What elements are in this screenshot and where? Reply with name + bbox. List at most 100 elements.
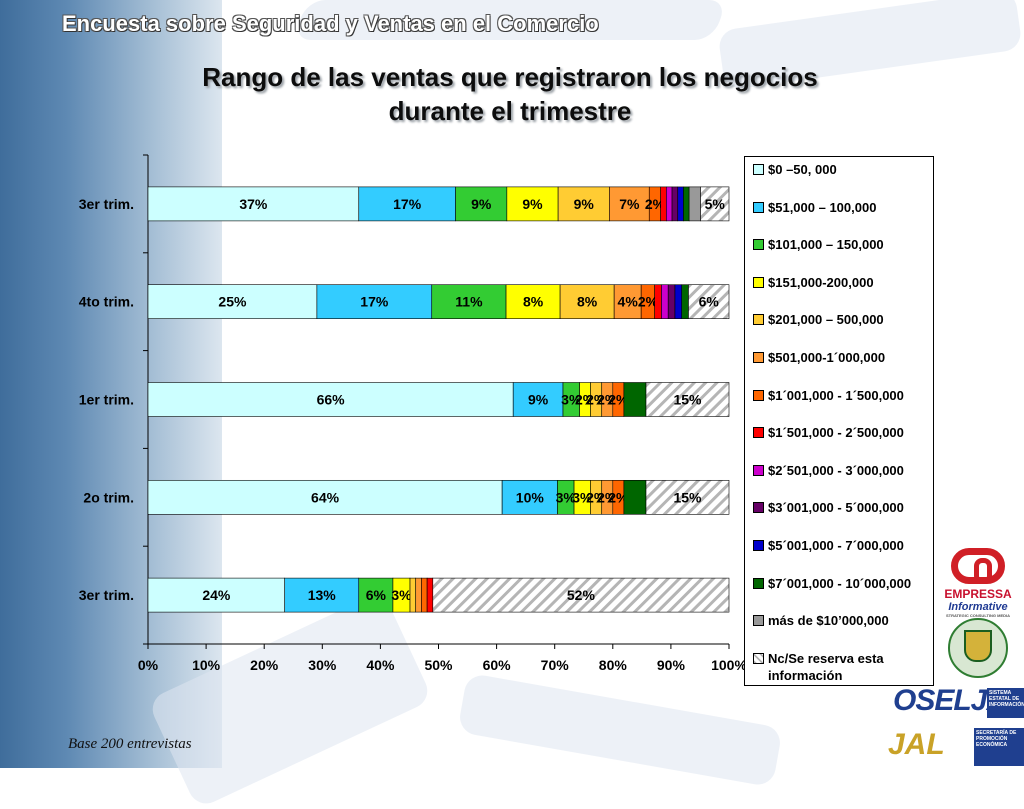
data-label: 9% — [522, 196, 543, 212]
legend-item: $501,000-1´000,000 — [753, 349, 933, 366]
data-label: 3% — [561, 392, 582, 408]
legend-swatch — [753, 540, 764, 551]
legend-item: $0 –50, 000 — [753, 161, 933, 178]
bar-segment — [147, 479, 503, 515]
bar-segment — [358, 577, 394, 613]
data-label: 64% — [311, 489, 340, 505]
legend-swatch — [753, 615, 764, 627]
legend-label: $201,000 – 500,000 — [768, 312, 884, 328]
legend-label: $51,000 – 100,000 — [768, 199, 877, 215]
data-label: 7% — [619, 196, 640, 212]
bar-segment — [432, 577, 730, 613]
bar-segment — [666, 186, 673, 222]
legend-label: $5´001,000 - 7´000,000 — [768, 538, 904, 553]
bar-segment — [661, 284, 669, 320]
legend-label: $151,000-200,000 — [768, 274, 874, 290]
x-tick-label: 10% — [192, 657, 221, 673]
bar-segment — [147, 577, 286, 613]
legend-item: $3´001,000 - 5´000,000 — [753, 499, 933, 516]
bar-segment — [284, 577, 360, 613]
legend-label: más de $10’000,000 — [768, 613, 889, 629]
bar-segment — [415, 577, 422, 613]
category-label: 1er trim. — [79, 392, 134, 408]
legend-swatch — [753, 577, 764, 589]
legend-swatch — [753, 427, 764, 439]
legend-swatch — [753, 314, 764, 326]
x-tick-label: 90% — [657, 657, 686, 673]
x-tick-label: 80% — [599, 657, 628, 673]
bar-segment — [623, 479, 647, 515]
chart-title-line-2: durante el trimestre — [388, 96, 632, 126]
bar-segment — [671, 186, 679, 222]
x-tick-label: 100% — [711, 657, 747, 673]
legend-label: $0 –50, 000 — [768, 162, 837, 177]
chart-title-line-1: Rango de las ventas que registraron los … — [202, 62, 818, 92]
empressa-logo-mark — [951, 548, 1005, 584]
bar-segment — [609, 186, 650, 222]
x-tick-label: 0% — [138, 657, 159, 673]
chart-title: Rango de las ventas que registraron los … — [150, 60, 870, 128]
x-tick-label: 70% — [541, 657, 570, 673]
legend-label: $501,000-1´000,000 — [768, 350, 886, 365]
bar-segment — [316, 284, 433, 320]
legend-label: $101,000 – 150,000 — [768, 237, 884, 253]
bar-segment — [613, 284, 642, 320]
empressa-logo-tagline: STRATEGIC CONSULTING MEDIA — [945, 613, 1011, 618]
legend-swatch — [753, 201, 764, 213]
x-tick-label: 20% — [250, 657, 279, 673]
legend-label: $3´001,000 - 5´000,000 — [768, 500, 904, 516]
data-label: 8% — [577, 294, 598, 310]
data-label: 3% — [391, 587, 412, 603]
legend-item: $201,000 – 500,000 — [753, 311, 933, 328]
data-label: 8% — [523, 294, 544, 310]
data-label: 11% — [455, 294, 483, 310]
bar-segment — [667, 284, 676, 320]
data-label: 25% — [218, 294, 247, 310]
legend-item: Nc/Se reserva esta información — [753, 650, 933, 684]
legend-swatch — [753, 652, 764, 664]
jalisco-logo-tag: SECRETARÍA DE PROMOCIÓN ECONÓMICA — [974, 728, 1024, 766]
data-label: 9% — [528, 392, 549, 408]
bar-segment — [645, 479, 730, 515]
legend-item: $51,000 – 100,000 — [753, 199, 933, 216]
bar-segment — [426, 577, 434, 613]
data-label: 52% — [567, 587, 596, 603]
seal-shield — [964, 630, 992, 662]
bar-segment — [654, 284, 662, 320]
bar-segment — [147, 186, 360, 222]
legend-item: $1´501,000 - 2´500,000 — [753, 424, 933, 441]
data-label: 13% — [308, 587, 337, 603]
category-label: 3er trim. — [79, 587, 134, 603]
bar-segment — [688, 186, 701, 222]
data-label: 3% — [572, 489, 593, 505]
legend-swatch — [753, 239, 764, 251]
data-label: 5% — [705, 196, 726, 212]
legend-swatch — [753, 276, 764, 288]
legend-item: $151,000-200,000 — [753, 274, 933, 291]
data-label: 17% — [360, 294, 389, 310]
legend-item: $1´001,000 - 1´500,000 — [753, 387, 933, 404]
bar-segment — [505, 284, 561, 320]
empressa-logo-wordmark: EMPRESSA — [944, 587, 1012, 601]
legend-item: $2´501,000 - 3´000,000 — [753, 462, 933, 479]
data-label: 9% — [574, 196, 595, 212]
data-label: 10% — [516, 489, 545, 505]
oseljal-logo-tag: SISTEMA ESTATAL DE INFORMACIÓN — [987, 688, 1024, 718]
bar-segment — [421, 577, 428, 613]
legend-label: $7´001,000 - 10´000,000 — [768, 575, 912, 591]
x-tick-label: 40% — [366, 657, 395, 673]
data-label: 24% — [202, 587, 231, 603]
legend-label: $1´501,000 - 2´500,000 — [768, 425, 904, 441]
bar-segment — [147, 284, 318, 320]
legend-swatch — [753, 352, 764, 363]
camara-comercio-seal — [930, 606, 1020, 678]
legend-swatch — [753, 502, 764, 514]
category-label: 4to trim. — [79, 294, 134, 310]
legend-swatch — [753, 464, 764, 476]
legend-swatch — [753, 164, 764, 175]
bar-segment — [700, 186, 730, 222]
data-label: 4% — [618, 294, 639, 310]
bar-segment — [688, 284, 730, 320]
survey-header: Encuesta sobre Seguridad y Ventas en el … — [62, 11, 599, 36]
bar-segment — [660, 186, 667, 222]
